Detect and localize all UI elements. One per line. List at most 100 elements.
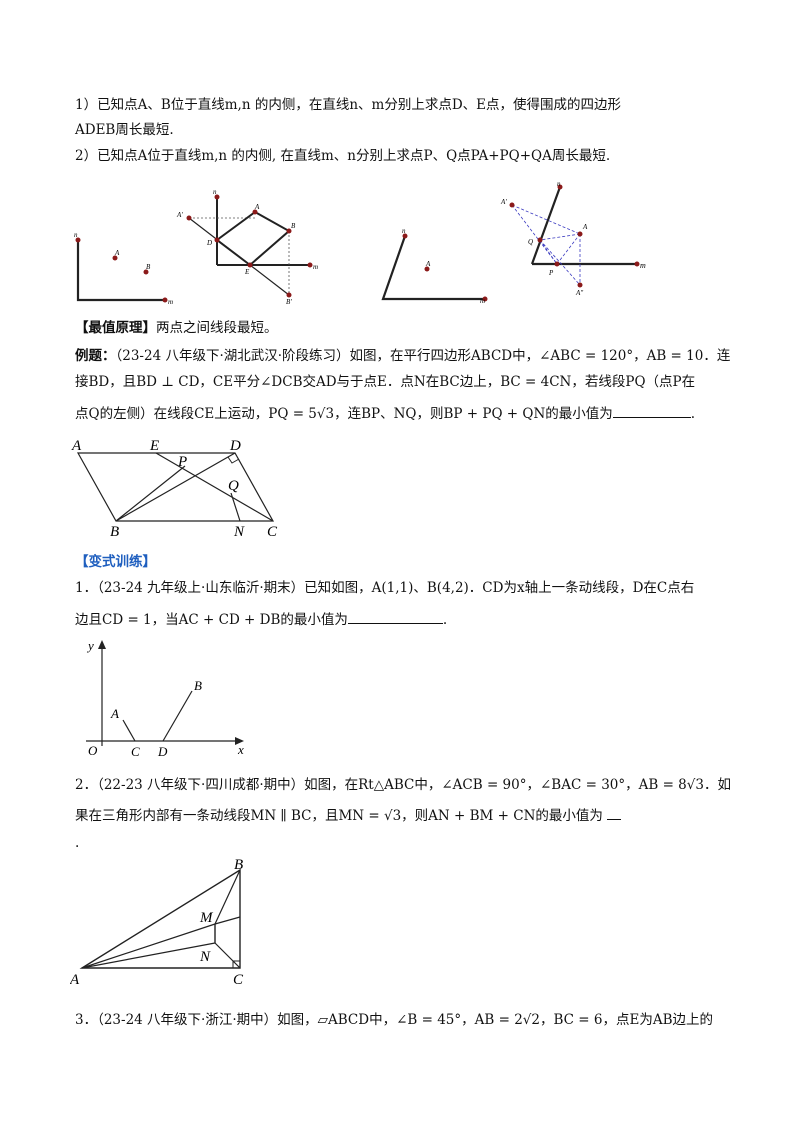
label-x: x [237,742,244,757]
principle-line: 【最值原理】两点之间线段最短。 [75,318,278,338]
q1-end: . [442,612,448,628]
point-Q [537,237,543,243]
intro-line-2: ADEB周长最短. [75,122,174,138]
label-A: A [110,706,119,721]
q2-line-3: . [75,835,80,851]
figure-4-triangle-construction: n m A′ A Q P A″ [500,182,646,297]
label-D: D [157,744,168,759]
right-angle-mark [232,960,240,968]
point-B [143,269,149,275]
figure-q1-coordinate-plane: y x O A B C D [86,638,244,759]
end-point-n [557,184,563,190]
point-E [247,262,253,268]
label-E: E [244,268,250,276]
y-axis-arrow [98,640,106,649]
end-point-n [402,233,408,239]
q1-text-2: 边且CD = 1，当AC + CD + DB的最小值为 [75,612,348,628]
segment-AM [81,923,216,969]
line-n-m [76,240,165,302]
label-A-double-prime: A″ [575,289,583,297]
label-B: B [234,857,243,873]
end-point-m [162,297,168,303]
label-A: A [70,972,80,988]
q1-line-2: 边且CD = 1，当AC + CD + DB的最小值为. [75,610,447,630]
point-A [112,255,118,261]
label-B: B [291,222,296,230]
segment-BM [214,869,241,925]
quadrilateral-ADEB [215,211,291,267]
triangle-ABC [79,868,241,969]
label-A: A [425,260,431,268]
example-end: . [690,406,696,422]
label-P: P [548,269,554,277]
dash-Aprime-A [511,204,581,235]
label-A: A [582,223,588,231]
point-A-double-prime [577,282,583,288]
example-text-1: （23-24 八年级下·湖北武汉·阶段练习）如图，在平行四边形ABCD中，∠AB… [115,348,731,364]
end-point-n [75,237,81,243]
answer-blank [612,405,691,418]
q2-line-1: 2．（22-23 八年级下·四川成都·期中）如图，在Rt△ABC中，∠ACB =… [75,777,731,793]
label-A: A [71,438,82,454]
q3-line-1: 3．（23-24 八年级下·浙江·期中）如图，▱ABCD中，∠B = 45°，A… [75,1012,713,1028]
variant-heading: 【变式训练】 [75,554,156,570]
segment-QN [230,492,241,522]
label-n: n [213,188,217,196]
q2-text-2: 果在三角形内部有一条动线段MN ∥ BC，且MN = √3，则AN + BM +… [75,808,603,824]
label-A-prime: A′ [500,198,507,206]
right-angle-mark [227,456,240,464]
figure-1-lines-points: n m A B [74,231,173,306]
label-y: y [86,638,94,653]
label-C: C [131,744,140,759]
label-n: n [402,227,406,235]
figure-q2-right-triangle: A B C M N [70,857,244,988]
segment-CE [155,452,274,522]
point-D [214,237,220,243]
q2-answer-blank [606,807,621,820]
label-B: B [194,678,202,693]
x-axis-arrow [235,737,244,745]
intro-line-3: 2）已知点A位于直线m,n 的内侧, 在直线m、n分别上求点P、Q点PA+PQ+… [75,148,611,164]
end-point-m [307,262,313,268]
example-line-1: 例题：（23-24 八年级下·湖北武汉·阶段练习）如图，在平行四边形ABCD中，… [75,346,730,366]
label-C: C [233,972,244,988]
point-B-prime [286,292,292,298]
intro-line-1: 1）已知点A、B位于直线m,n 的内侧，在直线n、m分别上求点D、E点，使得围成… [75,97,622,113]
label-M: M [199,910,214,926]
dash-Aprime-P [511,204,558,265]
example-label: 例题： [75,348,116,364]
label-A: A [114,249,120,257]
label-B-prime: B′ [286,298,292,306]
point-A [577,231,583,237]
diagonal-BD [115,452,236,522]
figure-example-parallelogram: A E D P Q B N C [71,438,278,540]
segment-AC [122,719,136,742]
label-m: m [640,261,646,270]
segment-M-side [214,916,241,925]
point-A-prime [509,202,515,208]
label-m: m [313,263,318,271]
label-D: D [206,239,212,247]
dash-P-A [556,233,581,265]
label-E: E [149,438,159,454]
line-n [530,186,562,265]
label-P: P [177,454,187,470]
q1-line-1: 1．（23-24 九年级上·山东临沂·期末）已知如图，A(1,1)、B(4,2)… [75,580,695,596]
label-B: B [110,524,119,540]
q2-line-2: 果在三角形内部有一条动线段MN ∥ BC，且MN = √3，则AN + BM +… [75,806,621,826]
label-n: n [74,231,78,239]
label-A-prime: A′ [176,211,183,219]
example-line-2: 接BD，且BD ⊥ CD，CE平分∠DCB交AD与于点E．点N在BC边上，BC … [75,374,696,390]
point-A [424,266,430,272]
principle-text: 两点之间线段最短。 [156,320,278,336]
label-Q: Q [528,238,533,246]
point-B [286,228,292,234]
figure-2-quadrilateral-construction: n m A′ A B D E B′ [176,188,318,306]
example-text-3: 点Q的左侧）在线段CE上运动，PQ = 5√3，连BP、NQ，则BP + PQ … [75,406,613,422]
label-N: N [233,524,245,540]
label-m: m [168,298,173,306]
end-point-m [634,261,640,267]
figure-3-angle-point: n m A [381,227,488,305]
label-D: D [229,438,241,454]
segment-BP [115,465,186,522]
